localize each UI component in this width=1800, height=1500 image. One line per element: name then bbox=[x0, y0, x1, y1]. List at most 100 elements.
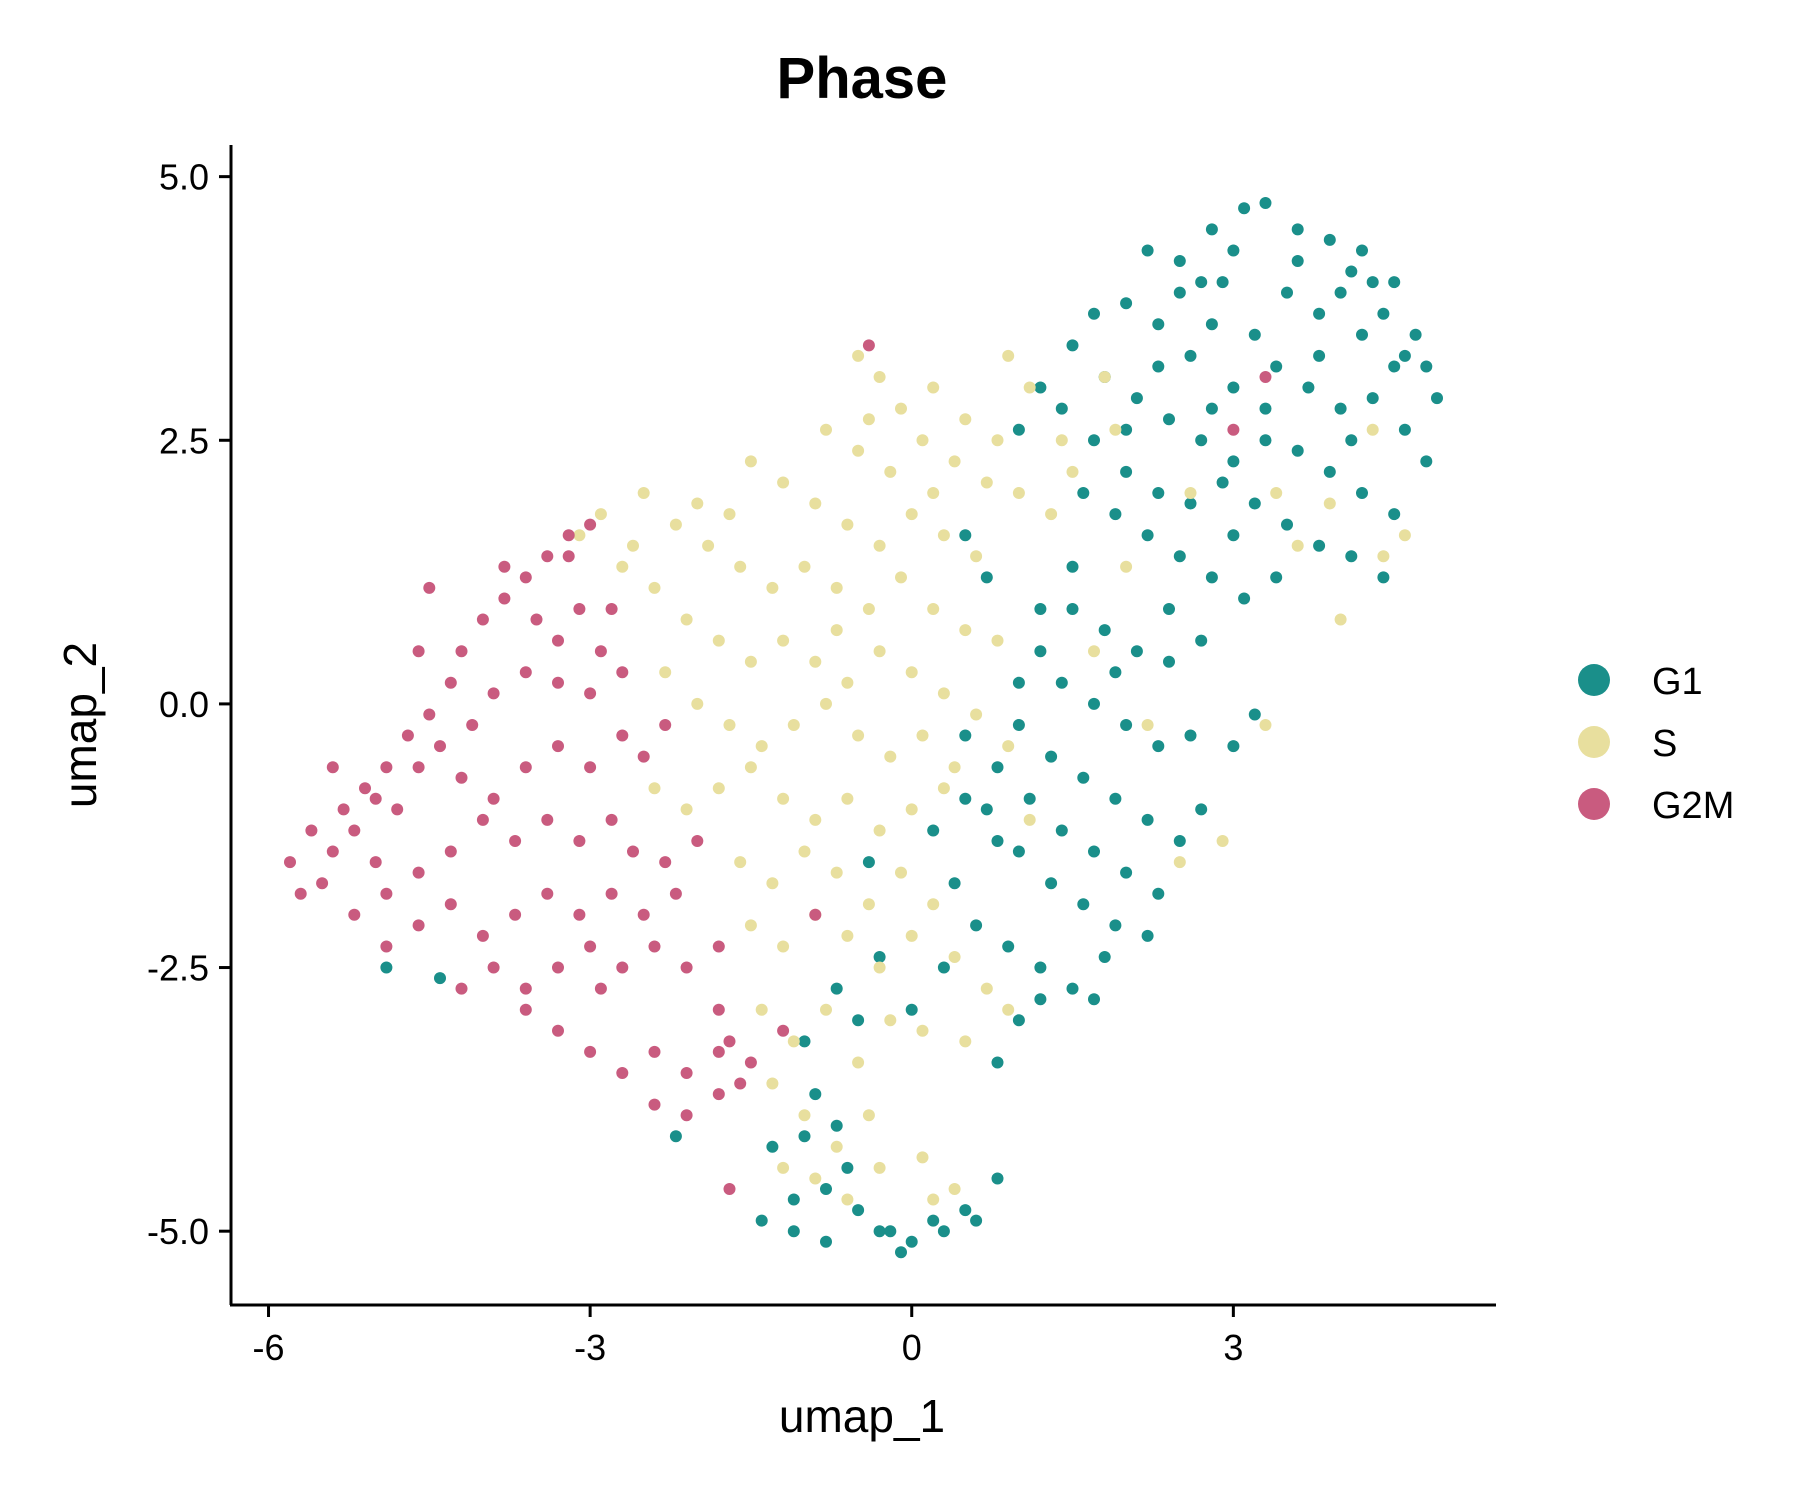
point-g1 bbox=[927, 824, 940, 837]
point-g2m bbox=[305, 824, 318, 837]
point-g1 bbox=[959, 529, 972, 542]
point-s bbox=[852, 1056, 865, 1069]
point-g1 bbox=[1012, 1014, 1025, 1027]
point-g1 bbox=[1088, 993, 1100, 1006]
point-g1 bbox=[669, 1130, 682, 1143]
point-g1 bbox=[1205, 402, 1218, 415]
point-g1 bbox=[434, 972, 446, 985]
point-g1 bbox=[1141, 529, 1154, 542]
point-g1 bbox=[1366, 392, 1379, 405]
point-g1 bbox=[1173, 550, 1186, 563]
point-g1 bbox=[1088, 434, 1100, 447]
point-g2m bbox=[391, 803, 404, 816]
legend-label-g1: G1 bbox=[1652, 661, 1703, 703]
point-g1 bbox=[1066, 603, 1079, 615]
point-g1 bbox=[1055, 402, 1068, 415]
point-s bbox=[948, 1183, 961, 1195]
point-g1 bbox=[1345, 265, 1358, 278]
point-g2m bbox=[412, 761, 425, 774]
point-g1 bbox=[1002, 940, 1015, 953]
y-tick-label: 0.0 bbox=[159, 684, 209, 725]
point-g2m bbox=[455, 982, 468, 995]
point-g1 bbox=[1227, 455, 1240, 468]
point-s bbox=[916, 729, 929, 742]
point-g2m bbox=[712, 1088, 725, 1101]
point-s bbox=[766, 877, 779, 890]
point-g1 bbox=[852, 1014, 865, 1027]
legend-key-g1 bbox=[1578, 664, 1610, 696]
point-g1 bbox=[1012, 423, 1025, 436]
point-g1 bbox=[959, 1204, 972, 1217]
point-g1 bbox=[1291, 223, 1304, 236]
point-g1 bbox=[1388, 360, 1401, 373]
point-s bbox=[1109, 423, 1122, 436]
point-s bbox=[809, 655, 822, 668]
point-g2m bbox=[359, 782, 371, 795]
point-s bbox=[648, 782, 661, 795]
point-g2m bbox=[616, 1067, 629, 1079]
point-s bbox=[862, 413, 875, 426]
y-tick-label: -5.0 bbox=[147, 1211, 209, 1252]
point-g2m bbox=[348, 824, 361, 837]
point-g1 bbox=[1034, 645, 1047, 658]
chart-title: Phase bbox=[777, 46, 948, 111]
point-g1 bbox=[991, 1056, 1004, 1069]
point-s bbox=[884, 750, 897, 763]
point-g1 bbox=[1098, 951, 1111, 963]
point-g1 bbox=[1216, 276, 1229, 289]
point-s bbox=[830, 624, 843, 637]
point-g1 bbox=[1195, 634, 1208, 647]
point-g1 bbox=[1291, 255, 1304, 267]
point-s bbox=[787, 719, 800, 731]
point-g1 bbox=[1045, 877, 1058, 890]
point-g1 bbox=[1227, 381, 1240, 394]
point-g1 bbox=[1034, 381, 1047, 394]
point-s bbox=[787, 1035, 800, 1048]
point-g1 bbox=[1184, 349, 1197, 362]
point-s bbox=[669, 518, 682, 531]
point-g2m bbox=[637, 750, 650, 763]
point-g2m bbox=[723, 1183, 736, 1195]
point-g2m bbox=[487, 792, 500, 805]
point-g2m bbox=[294, 887, 307, 900]
point-g2m bbox=[337, 803, 350, 816]
x-tick-label: -3 bbox=[574, 1327, 606, 1368]
point-s bbox=[916, 434, 929, 447]
point-g1 bbox=[1313, 349, 1326, 362]
point-g2m bbox=[509, 908, 522, 921]
point-s bbox=[637, 487, 650, 499]
point-g1 bbox=[1141, 813, 1154, 826]
point-s bbox=[905, 508, 918, 521]
point-g1 bbox=[937, 961, 950, 974]
point-g2m bbox=[1259, 371, 1272, 383]
point-s bbox=[744, 761, 757, 774]
point-s bbox=[862, 898, 875, 911]
point-g2m bbox=[669, 887, 682, 900]
point-g1 bbox=[1420, 455, 1433, 468]
y-tick-label: 2.5 bbox=[159, 420, 209, 461]
point-s bbox=[991, 434, 1004, 447]
point-g1 bbox=[1356, 328, 1368, 341]
point-g1 bbox=[1066, 339, 1079, 352]
point-g1 bbox=[1398, 349, 1411, 362]
point-g1 bbox=[884, 1225, 897, 1238]
point-s bbox=[1045, 508, 1058, 521]
point-g1 bbox=[1130, 392, 1143, 405]
point-s bbox=[841, 518, 854, 531]
point-g1 bbox=[1045, 750, 1058, 763]
point-s bbox=[777, 792, 790, 805]
point-s bbox=[937, 782, 950, 795]
point-g2m bbox=[455, 645, 468, 658]
point-g2m bbox=[519, 571, 532, 584]
point-g1 bbox=[1313, 539, 1326, 552]
point-g1 bbox=[1270, 360, 1283, 373]
point-g1 bbox=[991, 1172, 1004, 1185]
point-g2m bbox=[487, 687, 500, 700]
point-g2m bbox=[648, 940, 661, 953]
point-g2m bbox=[605, 813, 618, 826]
point-s bbox=[841, 929, 854, 942]
point-s bbox=[1291, 539, 1304, 552]
point-g2m bbox=[412, 645, 425, 658]
point-g1 bbox=[1334, 402, 1347, 415]
point-s bbox=[927, 487, 940, 499]
